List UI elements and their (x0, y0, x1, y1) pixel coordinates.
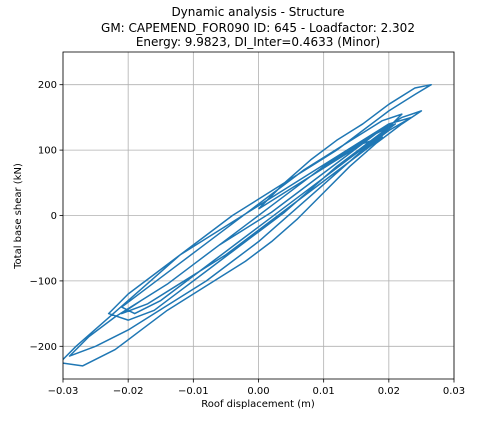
y-tick-label: −100 (30, 276, 57, 287)
x-tick-label: 0.03 (443, 386, 465, 397)
title-line-2: GM: CAPEMEND_FOR090 ID: 645 - Loadfactor… (101, 21, 415, 35)
y-tick-label: 0 (51, 211, 57, 222)
y-axis-label: Total base shear (kN) (13, 163, 24, 270)
hysteresis-series-line (63, 83, 432, 367)
chart-title: Dynamic analysis - Structure GM: CAPEMEN… (101, 5, 415, 49)
y-tick-label: −200 (30, 342, 57, 353)
y-tick-label: 100 (38, 146, 57, 157)
x-tick-label: 0.02 (378, 386, 400, 397)
x-tick-label: −0.03 (48, 386, 79, 397)
x-tick-label: −0.01 (178, 386, 209, 397)
y-tick-label: 200 (38, 80, 57, 91)
x-tick-label: 0.01 (313, 386, 335, 397)
plot-area (63, 83, 432, 367)
x-axis-label: Roof displacement (m) (201, 399, 315, 410)
y-axis-ticks: −200 −100 0 100 200 (30, 80, 63, 353)
x-tick-label: 0.00 (247, 386, 269, 397)
title-line-3: Energy: 9.9823, DI_Inter=0.4633 (Minor) (136, 35, 380, 49)
title-line-1: Dynamic analysis - Structure (171, 5, 344, 19)
x-axis-ticks: −0.03 −0.02 −0.01 0.00 0.01 0.02 0.03 (48, 379, 465, 397)
x-tick-label: −0.02 (113, 386, 144, 397)
